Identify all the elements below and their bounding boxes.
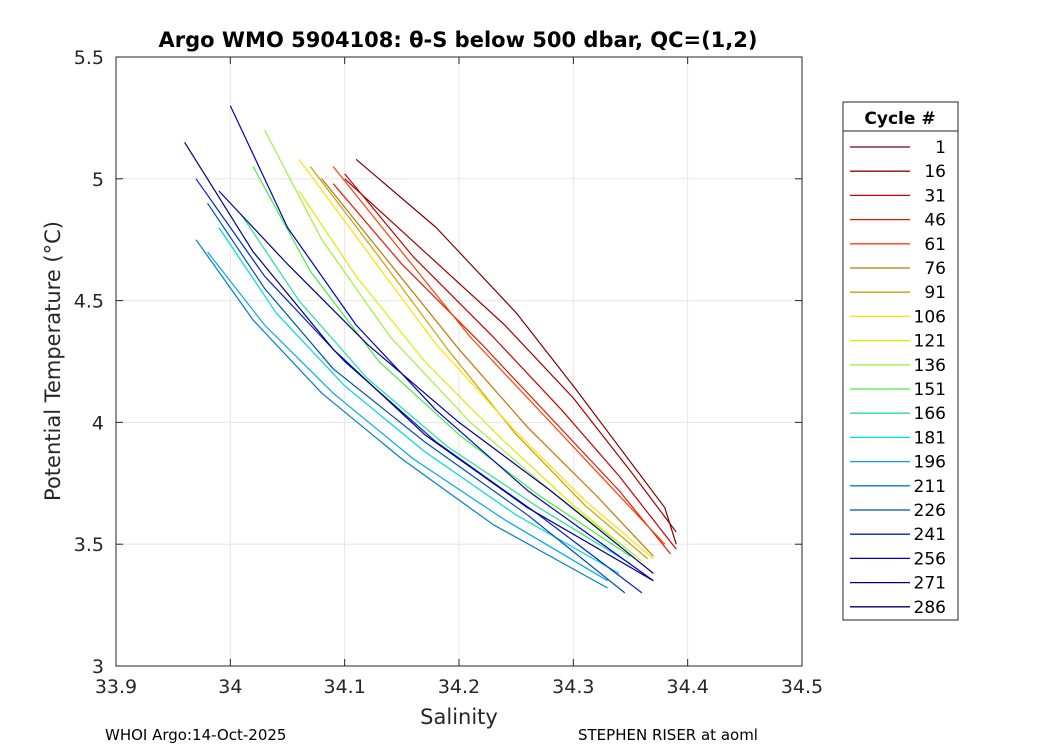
series-line-cycle-106 — [298, 158, 654, 560]
legend-label: 1 — [935, 138, 946, 158]
legend-item: 211 — [850, 477, 946, 497]
legend-item: 166 — [850, 404, 946, 424]
series-line-cycle-31 — [344, 173, 677, 550]
footer-right: STEPHEN RISER at aoml — [578, 726, 758, 744]
legend-label: 46 — [924, 211, 946, 231]
legend-item: 91 — [850, 283, 946, 303]
legend-label: 91 — [924, 283, 946, 303]
legend-label: 121 — [914, 332, 946, 352]
x-tick-label: 34.1 — [324, 676, 366, 698]
y-tick-label: 3.5 — [74, 534, 104, 556]
legend-label: 211 — [914, 477, 946, 497]
series-line-cycle-151 — [252, 166, 631, 557]
x-tick-label: 34.3 — [552, 676, 594, 698]
x-axis-label: Salinity — [420, 705, 498, 729]
legend-item: 46 — [850, 211, 946, 231]
legend-item: 1 — [850, 138, 946, 158]
y-tick-label: 4 — [92, 412, 104, 434]
legend-label: 76 — [924, 259, 946, 279]
series-line-cycle-286 — [184, 141, 654, 582]
x-tick-label: 34.4 — [667, 676, 709, 698]
legend-label: 61 — [924, 235, 946, 255]
y-tick-label: 3 — [92, 656, 104, 678]
legend-item: 196 — [850, 453, 946, 473]
legend-label: 241 — [914, 525, 946, 545]
legend-items: 1 16 31 46 61 76 91 106 121 136 151 166 181 196 211 226… — [850, 138, 946, 618]
chart-title: Argo WMO 5904108: θ-S below 500 dbar, QC… — [159, 28, 758, 52]
legend-item: 151 — [850, 380, 946, 400]
series-line-cycle-211 — [195, 239, 608, 589]
series-line-cycle-166 — [241, 214, 631, 565]
series-line-cycle-46 — [332, 183, 671, 555]
y-tick-label: 5 — [92, 169, 104, 191]
legend-item: 181 — [850, 428, 946, 448]
legend-item: 256 — [850, 549, 946, 569]
legend-item: 61 — [850, 235, 946, 255]
series-line-cycle-226 — [207, 202, 626, 594]
legend-label: 256 — [914, 549, 946, 569]
series-lines — [184, 105, 677, 594]
x-tick-label: 34.2 — [438, 676, 480, 698]
legend-label: 151 — [914, 380, 946, 400]
legend-label: 166 — [914, 404, 946, 424]
legend-label: 286 — [914, 598, 946, 618]
legend: Cycle # 11631466176911061211361511661811… — [842, 101, 959, 621]
legend-label: 181 — [914, 428, 946, 448]
legend-item: 121 — [850, 332, 946, 352]
legend-label: 196 — [914, 453, 946, 473]
legend-item: 31 — [850, 186, 946, 206]
y-tick-label: 5.5 — [74, 47, 104, 69]
legend-item: 76 — [850, 259, 946, 279]
series-line-cycle-1 — [355, 158, 677, 545]
legend-item: 271 — [850, 574, 946, 594]
legend-item: 136 — [850, 356, 946, 376]
series-line-cycle-181 — [218, 227, 620, 574]
series-line-cycle-91 — [309, 166, 649, 560]
axis-ticks: 33.9 34 34.1 34.2 34.3 34.4 34.5 3 3.5 4 4.5 5 5.5 — [74, 47, 823, 698]
legend-item: 241 — [850, 525, 946, 545]
series-line-cycle-121 — [298, 190, 643, 562]
legend-label: 136 — [914, 356, 946, 376]
legend-item: 16 — [850, 162, 946, 182]
x-tick-label: 34 — [218, 676, 242, 698]
legend-label: 226 — [914, 501, 946, 521]
series-line-cycle-271 — [218, 190, 654, 574]
series-line-cycle-196 — [207, 251, 608, 582]
series-line-cycle-16 — [344, 178, 677, 533]
x-tick-label: 33.9 — [95, 676, 137, 698]
x-tick-label: 34.5 — [781, 676, 823, 698]
series-line-cycle-256 — [229, 105, 654, 582]
y-tick-label: 4.5 — [74, 291, 104, 313]
legend-item: 226 — [850, 501, 946, 521]
legend-label: 16 — [924, 162, 946, 182]
legend-item: 106 — [850, 307, 946, 327]
legend-title: Cycle # — [864, 109, 935, 129]
series-line-cycle-76 — [321, 178, 654, 557]
footer-left: WHOI Argo:14-Oct-2025 — [105, 726, 286, 744]
series-line-cycle-241 — [195, 178, 643, 594]
y-axis-label: Potential Temperature (°C) — [41, 221, 65, 501]
legend-item: 286 — [850, 598, 946, 618]
legend-label: 271 — [914, 574, 946, 594]
series-line-cycle-61 — [332, 166, 666, 545]
legend-label: 31 — [924, 186, 946, 206]
legend-label: 106 — [914, 307, 946, 327]
